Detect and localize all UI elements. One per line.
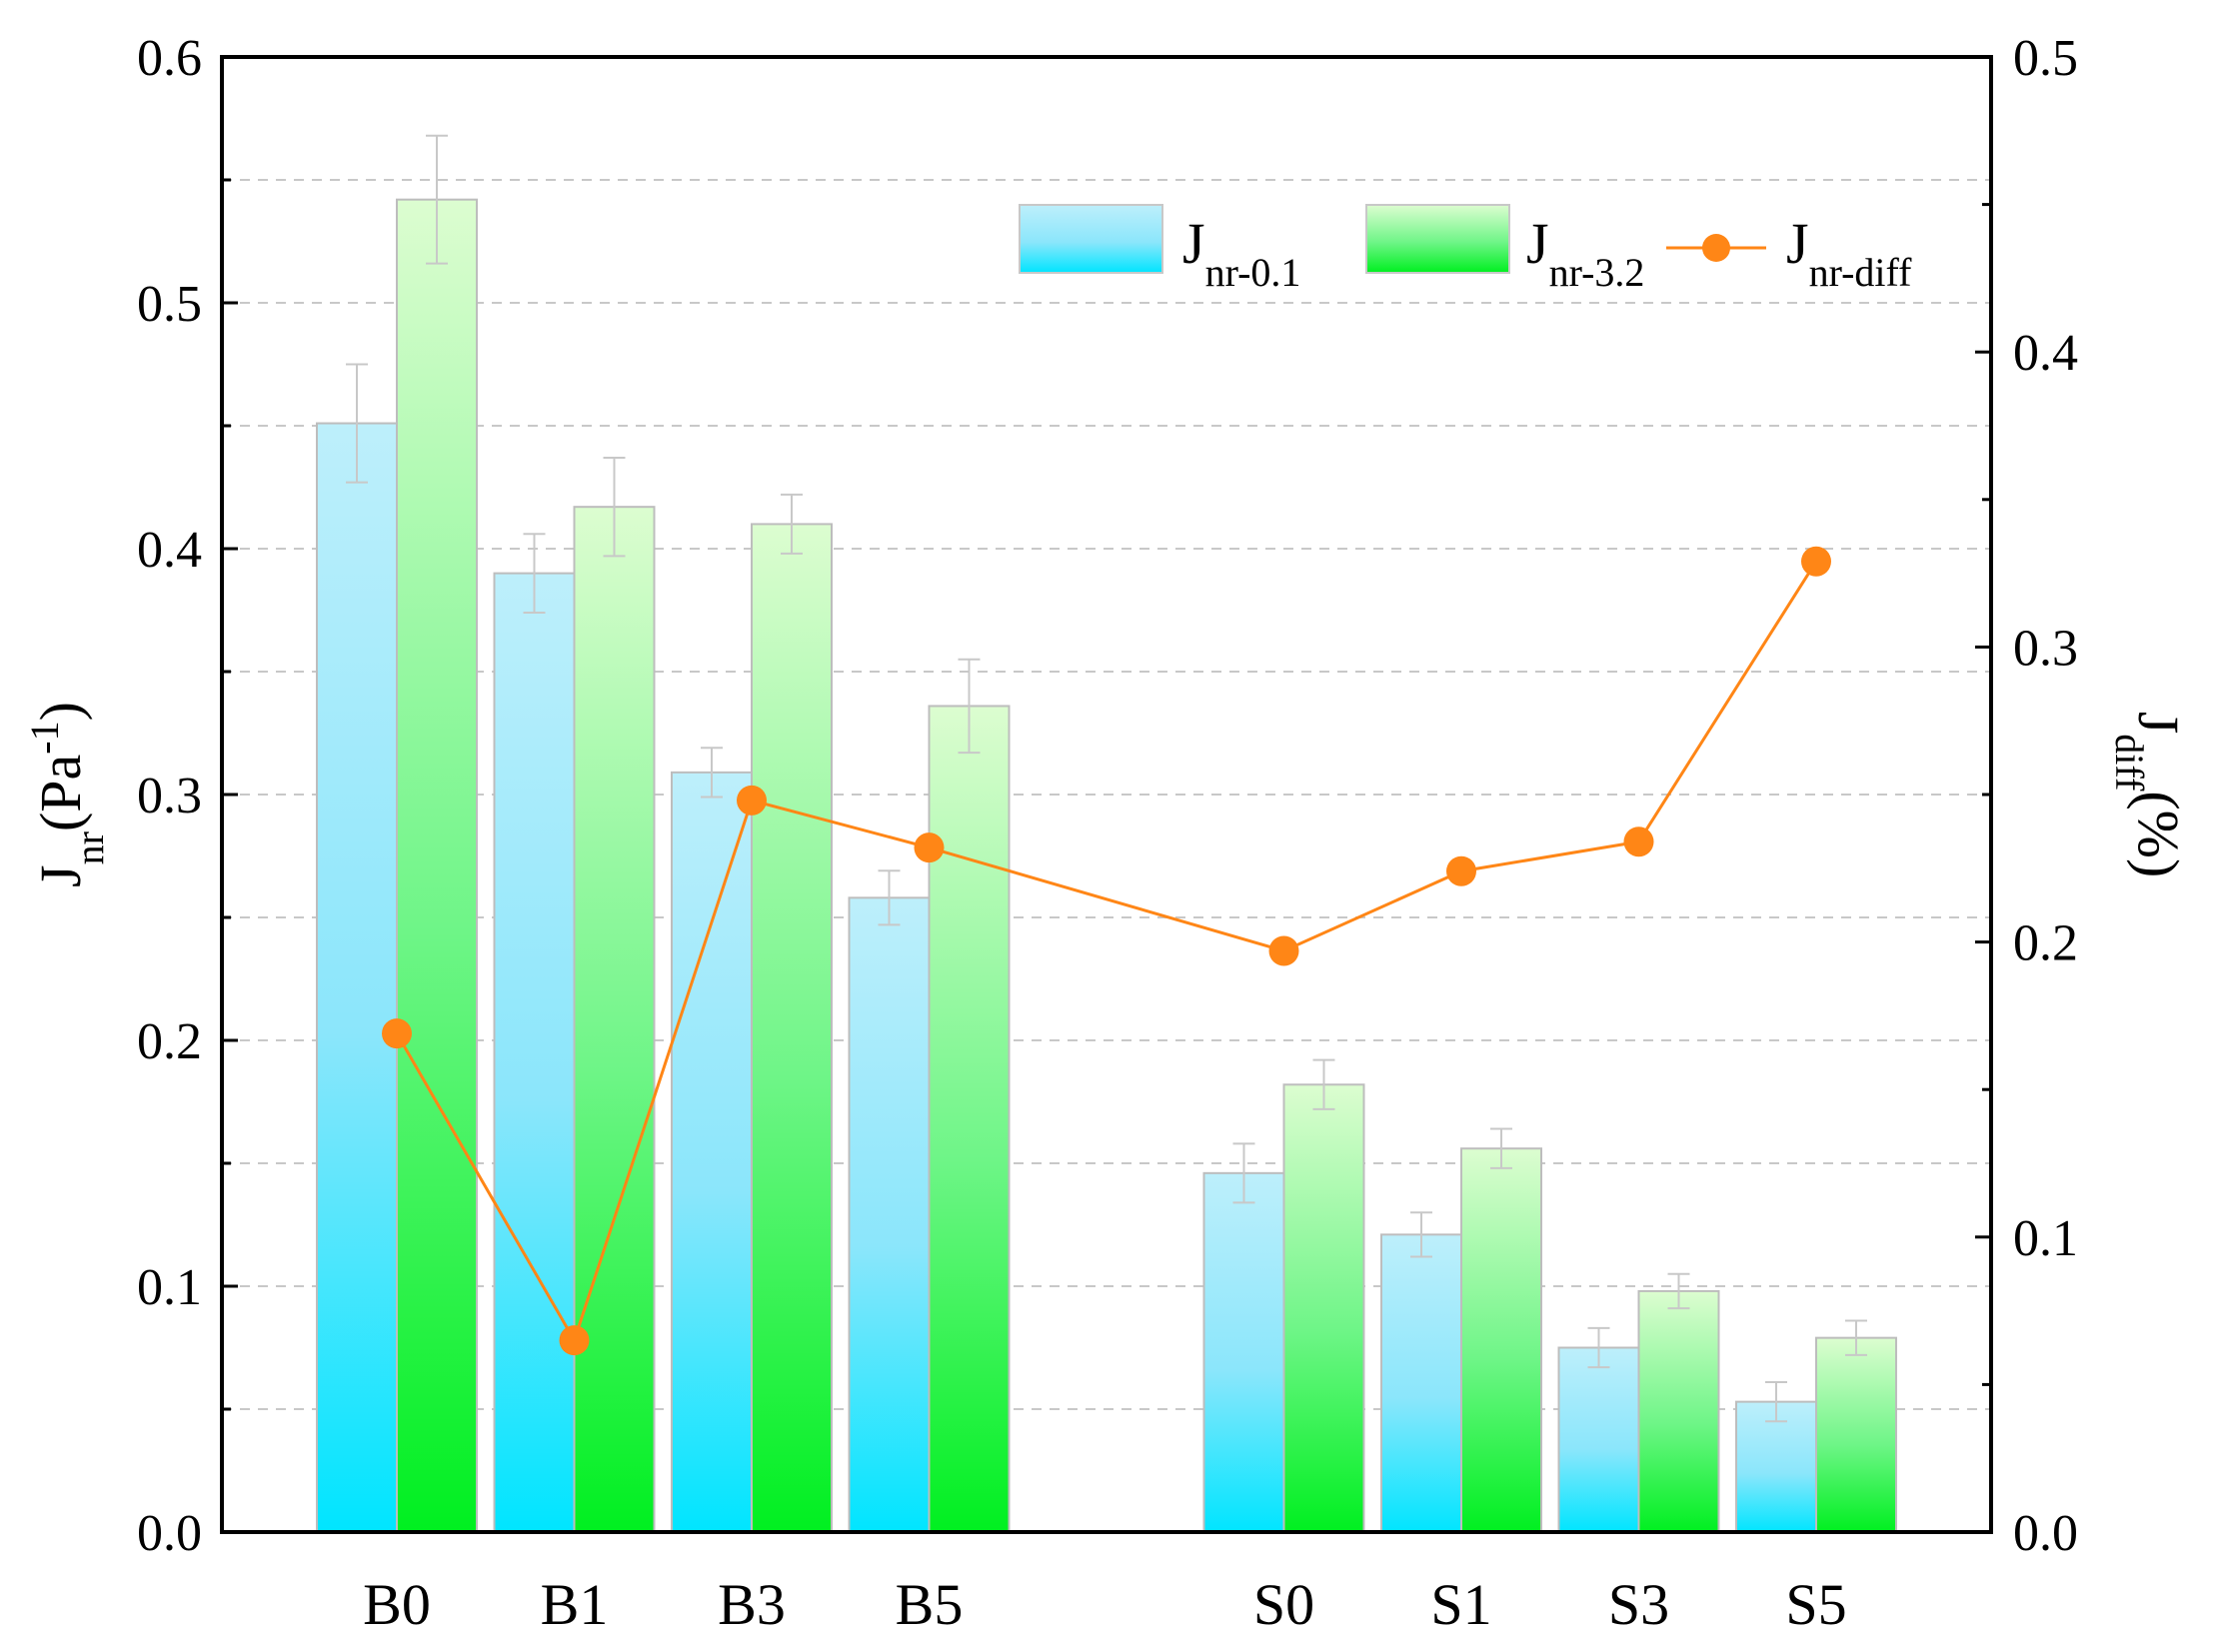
point-nr-diff [1623, 826, 1654, 857]
y-left-tick-label: 0.2 [137, 1013, 202, 1070]
legend-label-jnr-3.2: Jnr-3.2 [1526, 211, 1644, 295]
line-layer [382, 546, 1831, 1356]
bar-nr-3.2 [1815, 1336, 1897, 1534]
line-nr-diff [395, 560, 1818, 1344]
y-left-tick-label: 0.6 [137, 30, 202, 87]
axis-layer: 0.0 0.1 0.2 0.3 0.4 0.5 0.6 0.0 0.1 0.2 0.3 0.4 0.5 B… [137, 30, 2078, 1637]
bar-nr-0.1 [671, 771, 753, 1533]
x-tick-label: B5 [896, 1572, 964, 1637]
x-tick-label: B0 [363, 1572, 431, 1637]
bar-nr-0.1 [848, 896, 931, 1533]
x-tick-label: S1 [1430, 1572, 1491, 1637]
y-right-tick-label: 0.4 [2013, 325, 2078, 382]
grid-layer [222, 179, 1991, 1410]
y-axis-right-title: Jdiff(%) [2108, 712, 2192, 878]
x-tick-label: S5 [1785, 1572, 1846, 1637]
legend: Jnr-0.1 Jnr-3.2 Jnr-diff [1019, 204, 1912, 295]
y-left-tick-label: 0.0 [137, 1505, 202, 1562]
y-right-tick-label: 0.0 [2013, 1505, 2078, 1562]
y-right-tick-label: 0.5 [2013, 30, 2078, 87]
x-tick-label: S0 [1253, 1572, 1314, 1637]
bar-nr-0.1 [1380, 1233, 1462, 1533]
legend-swatch-jnr-0.1 [1019, 204, 1163, 274]
point-nr-diff [559, 1325, 590, 1356]
bar-nr-3.2 [1282, 1083, 1365, 1534]
y-left-tick-label: 0.3 [137, 768, 202, 825]
bar-nr-3.2 [1460, 1147, 1542, 1533]
point-nr-diff [1801, 546, 1831, 577]
point-nr-diff [382, 1018, 412, 1049]
y-left-tick-label: 0.4 [137, 522, 202, 579]
y-axis-left-title: Jnr(Pa-1) [22, 702, 112, 887]
legend-label-jnr-0.1: Jnr-0.1 [1182, 211, 1300, 295]
bar-nr-0.1 [316, 422, 398, 1533]
bar-nr-0.1 [493, 572, 576, 1533]
bar-nr-0.1 [1557, 1346, 1640, 1533]
bar-nr-0.1 [1735, 1400, 1817, 1533]
point-nr-diff [914, 832, 945, 863]
y-right-tick-label: 0.1 [2013, 1210, 2078, 1267]
legend-swatch-jnr-3.2 [1365, 204, 1510, 274]
legend-label-jnr-diff: Jnr-diff [1786, 211, 1912, 295]
y-right-tick-label: 0.2 [2013, 915, 2078, 972]
bar-layer [316, 134, 1897, 1534]
x-tick-label: B3 [718, 1572, 786, 1637]
bar-nr-0.1 [1202, 1171, 1285, 1533]
point-nr-diff [1446, 855, 1476, 886]
point-nr-diff [1268, 935, 1299, 966]
bar-nr-3.2 [573, 506, 656, 1533]
y-right-tick-label: 0.3 [2013, 620, 2078, 677]
bar-nr-3.2 [1637, 1289, 1720, 1534]
y-left-tick-label: 0.1 [137, 1259, 202, 1316]
legend-marker-jnr-diff [1702, 234, 1730, 262]
x-tick-label: B1 [541, 1572, 609, 1637]
x-tick-label: S3 [1608, 1572, 1669, 1637]
bar-nr-3.2 [751, 523, 833, 1533]
point-nr-diff [737, 785, 767, 816]
y-left-tick-label: 0.5 [137, 276, 202, 333]
bar-nr-3.2 [396, 198, 478, 1533]
bar-nr-3.2 [928, 705, 1011, 1533]
